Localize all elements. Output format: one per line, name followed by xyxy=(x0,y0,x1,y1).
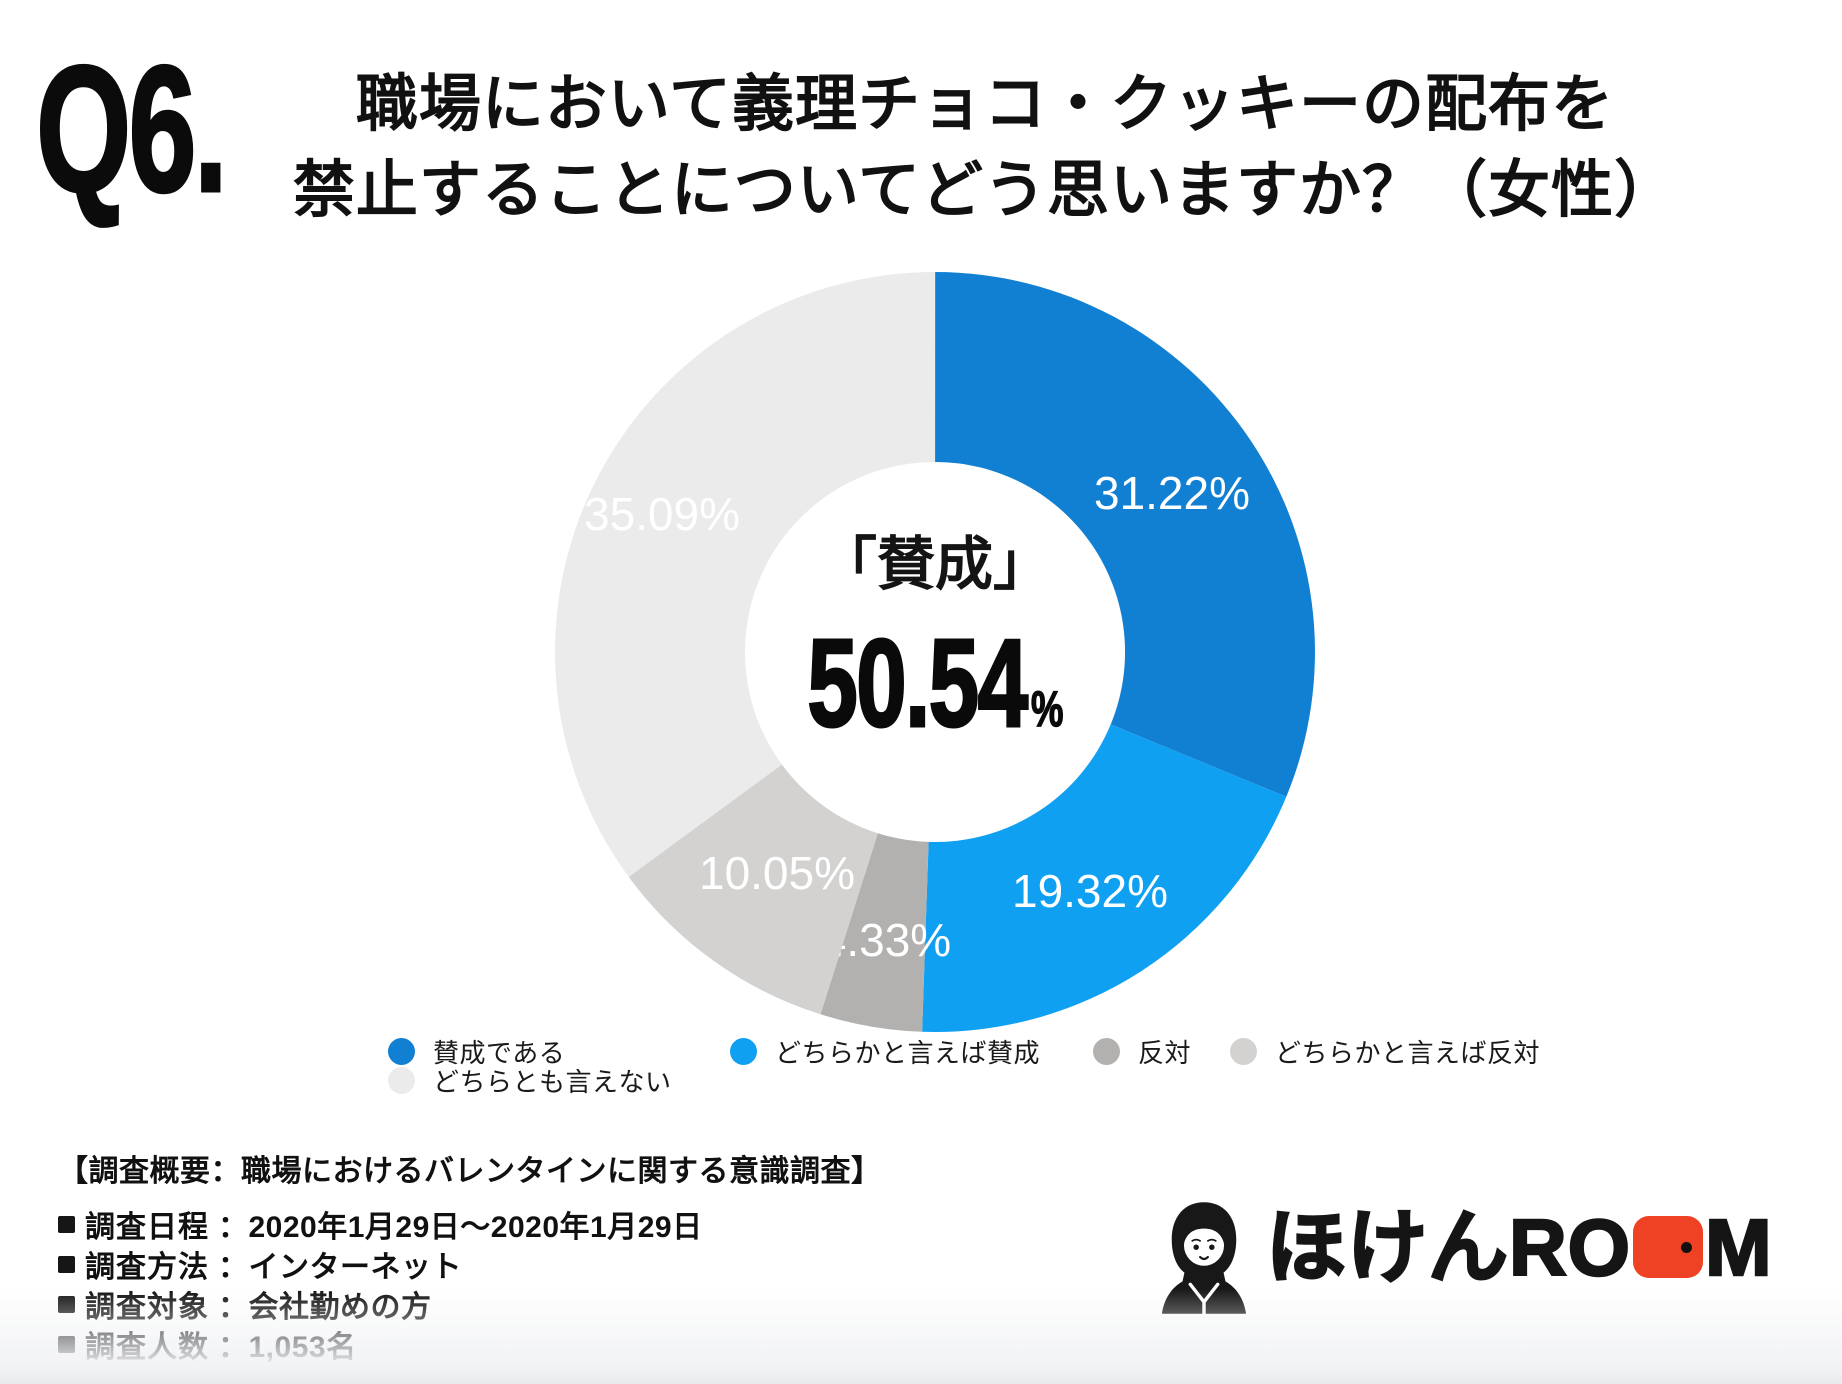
bullet-square-icon xyxy=(58,1215,75,1233)
legend-label-1: どちらかと言えば賛成 xyxy=(775,1037,1041,1068)
survey-header: 【調査概要：職場におけるバレンタインに関する意識調査】 xyxy=(58,1155,882,1188)
legend-dot-2 xyxy=(1093,1037,1120,1065)
donut-slice-4 xyxy=(555,271,936,877)
slice-percentage-label-1: 19.32% xyxy=(1012,865,1168,917)
survey-row-3: 調査人数 ：1,053名 xyxy=(58,1324,882,1364)
survey-row-value: ：2020年1月29日〜2020年1月29日 xyxy=(218,1211,703,1244)
survey-row-label: 調査日程 xyxy=(85,1211,209,1244)
survey-row-value: ：インターネット xyxy=(218,1251,462,1284)
title-line-1: 職場において義理チョコ・クッキーの配布を xyxy=(355,70,1615,139)
slice-percentage-label-4: 35.09% xyxy=(584,488,740,540)
logo-text-before-door: ほけんRO xyxy=(1265,1202,1632,1294)
legend-dot-4 xyxy=(388,1066,415,1094)
door-icon xyxy=(1633,1216,1703,1278)
bullet-square-icon xyxy=(58,1295,75,1313)
question-number: Q6. xyxy=(35,29,229,230)
title-line-2: 禁止することについてどう思いますか？（女性） xyxy=(292,156,1678,225)
donut-slice-2 xyxy=(820,833,929,1032)
logo-text: ほけんRO M xyxy=(1265,1192,1773,1304)
survey-row-1: 調査方法 ：インターネット xyxy=(58,1244,882,1284)
door-knob xyxy=(1681,1242,1692,1253)
survey-row-0: 調査日程 ：2020年1月29日〜2020年1月29日 xyxy=(58,1204,882,1244)
survey-row-value: ：1,053名 xyxy=(218,1331,357,1364)
donut-slice-3 xyxy=(628,764,878,1015)
legend-item-1: どちらかと言えば賛成 xyxy=(730,1037,1040,1068)
legend-item-2: 反対 xyxy=(1093,1037,1191,1068)
center-value-number: 50.54 xyxy=(806,615,1029,753)
donut-slice-0 xyxy=(935,272,1315,797)
survey-summary: 【調査概要：職場におけるバレンタインに関する意識調査】 調査日程 ：2020年1月… xyxy=(58,1146,882,1364)
legend-item-4: どちらとも言えない xyxy=(388,1066,672,1097)
logo-text-after-door: M xyxy=(1704,1202,1773,1294)
center-value-unit: % xyxy=(1030,681,1064,737)
survey-row-label: 調査方法 xyxy=(85,1251,209,1284)
donut-center-value: 50.54% xyxy=(685,621,1185,748)
legend-item-3: どちらかと言えば反対 xyxy=(1230,1037,1540,1068)
legend-dot-1 xyxy=(730,1037,757,1065)
bullet-square-icon xyxy=(58,1335,75,1353)
legend-dot-3 xyxy=(1230,1037,1257,1065)
legend-label-2: 反対 xyxy=(1138,1037,1192,1068)
survey-row-2: 調査対象 ：会社勤めの方 xyxy=(58,1284,882,1324)
survey-rows: 調査日程 ：2020年1月29日〜2020年1月29日 調査方法 ：インターネット 調査… xyxy=(58,1204,882,1364)
legend-label-3: どちらかと言えば反対 xyxy=(1275,1037,1541,1068)
survey-row-label: 調査対象 xyxy=(85,1291,209,1324)
bullet-square-icon xyxy=(58,1255,75,1273)
donut-slice-1 xyxy=(922,724,1287,1033)
legend-dot-0 xyxy=(388,1037,415,1065)
hoken-room-logo: ほけんRO M xyxy=(1160,1192,1773,1316)
slice-percentage-label-3: 10.05% xyxy=(699,847,855,899)
legend-label-0: 賛成である xyxy=(433,1037,566,1068)
survey-row-label: 調査人数 xyxy=(85,1331,209,1364)
chart-title: 職場において義理チョコ・クッキーの配布を 禁止することについてどう思いますか？（… xyxy=(130,62,1840,234)
slice-percentage-label-0: 31.22% xyxy=(1094,467,1250,519)
person-icon xyxy=(1161,1202,1247,1316)
legend-label-4: どちらとも言えない xyxy=(433,1066,672,1097)
donut-center-label: 「賛成」 xyxy=(818,532,1051,597)
survey-row-value: ：会社勤めの方 xyxy=(218,1291,432,1324)
legend-item-0: 賛成である xyxy=(388,1037,565,1068)
